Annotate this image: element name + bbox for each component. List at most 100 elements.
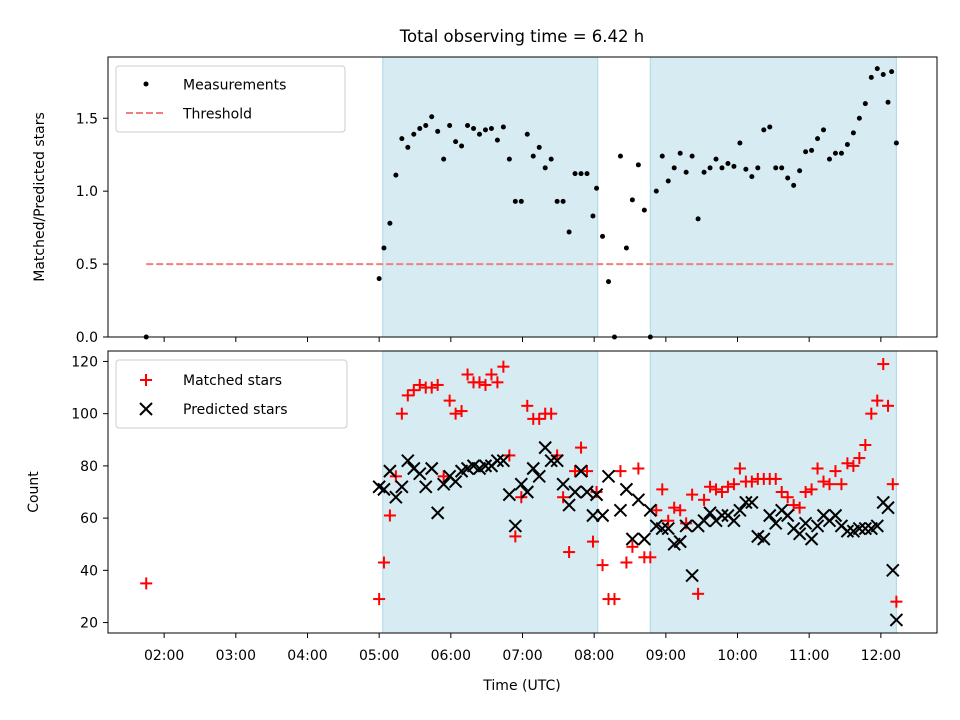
- matched-point-46: [632, 462, 645, 475]
- chart-title: Total observing time = 6.42 h: [399, 27, 644, 46]
- matched-point-37: [581, 465, 594, 478]
- predicted-point-65: [757, 532, 771, 546]
- legend-threshold-label: Threshold: [182, 107, 252, 123]
- matched-point-79: [829, 465, 842, 478]
- measurement-point-77: [821, 127, 827, 133]
- top-y-tick-label-1: 0.0: [76, 330, 98, 346]
- measurement-point-15: [453, 139, 459, 145]
- x-tick-label-4: 05:00: [359, 648, 399, 664]
- predicted-point-86: [881, 500, 895, 515]
- predicted-point-31: [550, 453, 564, 468]
- matched-point-73: [793, 501, 806, 514]
- predicted-point-61: [733, 503, 747, 517]
- matched-point-62: [727, 478, 740, 491]
- measurement-point-20: [482, 127, 488, 133]
- predicted-point-79: [840, 524, 855, 538]
- measurement-point-90: [893, 140, 899, 146]
- predicted-point-74: [810, 519, 825, 533]
- measurement-point-67: [761, 127, 767, 133]
- bottom-y-tick-label-1: 20: [80, 616, 98, 632]
- top-panel-frame: [107, 56, 938, 338]
- top-panel: 0.0 0.5 1.0 1.5 Matched/Predicted stars Mea…: [32, 56, 938, 346]
- measurement-point-69: [773, 165, 779, 171]
- measurement-point-75: [809, 147, 815, 153]
- x-tick-label-8: 09:00: [646, 648, 686, 664]
- matched-point-42: [608, 593, 621, 606]
- x-tick-label-3: 04:00: [287, 648, 327, 664]
- measurement-point-47: [641, 207, 647, 213]
- measurement-point-43: [617, 153, 623, 159]
- predicted-point-27: [526, 461, 540, 476]
- bottom-x-axis-ticks: 02:00 03:00 04:00 05:00 06:00 07:00 08:00 09:00…: [144, 633, 901, 664]
- bottom-y-axis-ticks: 20 40 60 80 100 120: [71, 354, 108, 632]
- matched-point-23: [497, 360, 510, 373]
- measurement-point-9: [417, 125, 423, 131]
- measurement-point-7: [405, 144, 411, 150]
- predicted-point-35: [574, 464, 588, 478]
- matched-point-34: [563, 546, 576, 559]
- measurement-point-5: [393, 172, 399, 178]
- predicted-point-81: [852, 521, 867, 536]
- shaded-span-2: [649, 56, 897, 338]
- matched-point-88: [882, 399, 895, 412]
- matched-point-52: [668, 501, 681, 514]
- predicted-point-45: [637, 532, 652, 546]
- matched-point-69: [769, 472, 782, 485]
- shaded-span-1: [382, 56, 599, 338]
- x-tick-label-11: 12:00: [861, 648, 901, 664]
- measurement-point-4: [387, 220, 393, 226]
- matched-point-50: [656, 483, 669, 496]
- matched-point-6: [395, 407, 408, 420]
- predicted-point-46: [643, 503, 658, 517]
- measurement-point-83: [856, 115, 862, 121]
- predicted-point-28: [532, 469, 546, 484]
- predicted-point-21: [490, 453, 505, 468]
- bottom-y-tick-label-5: 100: [71, 407, 98, 423]
- matched-point-20: [479, 378, 492, 391]
- measurement-point-17: [465, 123, 471, 129]
- matched-point-74: [799, 486, 812, 498]
- matched-point-11: [425, 381, 438, 394]
- predicted-point-58: [715, 508, 729, 523]
- measurement-point-79: [832, 150, 838, 156]
- matched-point-21: [485, 368, 498, 381]
- measurement-point-78: [826, 156, 832, 162]
- shaded-span-1: [382, 350, 599, 634]
- measurement-point-19: [476, 131, 482, 137]
- measurement-point-23: [500, 124, 506, 130]
- measurement-point-3: [381, 245, 387, 251]
- matched-point-49: [650, 504, 663, 517]
- matched-point-60: [715, 486, 728, 498]
- predicted-point-56: [703, 506, 717, 520]
- predicted-point-60: [727, 514, 741, 528]
- predicted-point-25: [514, 477, 529, 491]
- measurement-point-39: [594, 185, 600, 191]
- matched-point-59: [710, 483, 723, 496]
- top-y-axis-ticks: 0.0 0.5 1.0 1.5: [76, 111, 108, 346]
- predicted-point-22: [496, 453, 511, 468]
- top-shaded-spans: [382, 56, 897, 338]
- matched-point-80: [835, 478, 848, 491]
- matched-point-85: [865, 407, 878, 420]
- measurement-point-80: [838, 150, 844, 156]
- measurement-point-40: [600, 233, 606, 239]
- predicted-point-63: [745, 495, 759, 510]
- measurement-point-51: [665, 178, 671, 184]
- measurement-point-27: [524, 131, 530, 137]
- measurement-point-57: [701, 169, 707, 175]
- measurement-point-62: [731, 163, 737, 169]
- measurement-point-74: [803, 149, 809, 155]
- measurement-point-68: [767, 124, 773, 130]
- measurement-point-18: [471, 125, 477, 131]
- x-tick-label-10: 11:00: [789, 648, 829, 664]
- x-tick-label-1: 02:00: [144, 648, 184, 664]
- predicted-point-29: [538, 440, 552, 455]
- predicted-point-33: [562, 498, 576, 512]
- matched-point-19: [473, 376, 486, 389]
- matched-point-9: [413, 378, 426, 391]
- top-legend: Measurements Threshold: [115, 65, 346, 133]
- measurement-point-26: [518, 198, 524, 204]
- predicted-point-3: [383, 464, 397, 478]
- measurement-point-50: [659, 153, 665, 159]
- predicted-point-32: [556, 477, 570, 491]
